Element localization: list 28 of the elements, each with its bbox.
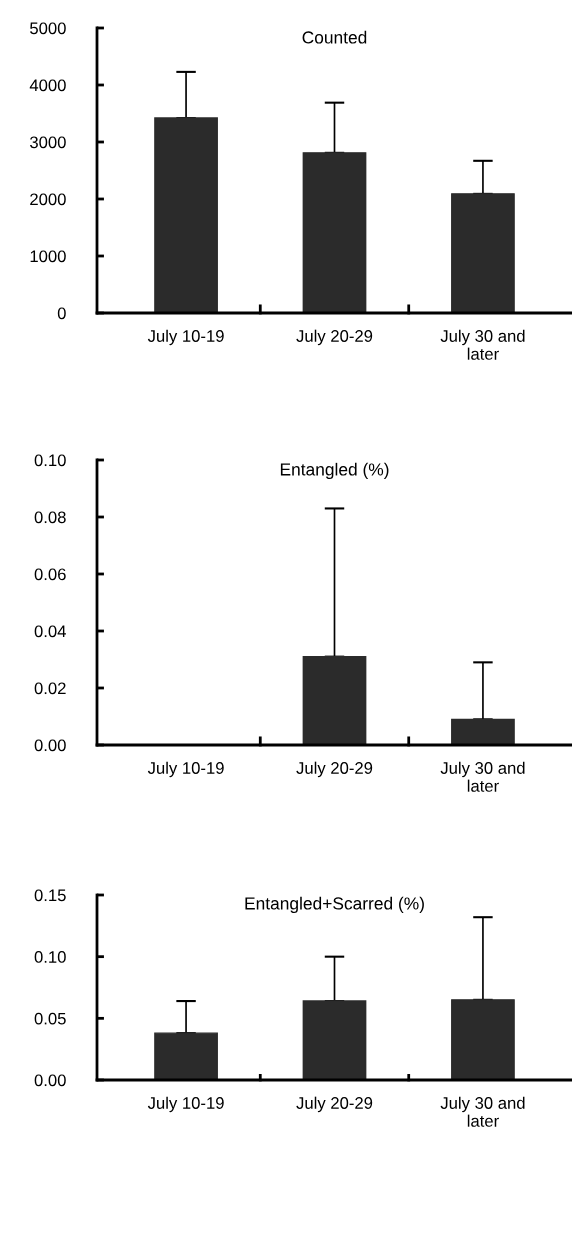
y-tick-label: 0.02 [34,682,66,695]
x-tick-label: July 20-29 [296,761,373,778]
chart-title: Counted [302,30,367,44]
y-tick-label: 1000 [30,250,66,263]
y-tick-label: 4000 [29,79,66,92]
x-tick-label: July 30 and later [440,1096,525,1127]
x-tick-label: July 10-19 [147,329,224,346]
y-tick-label: 0.15 [34,889,66,902]
y-tick-label: 0.05 [34,1012,66,1025]
chart-title: Entangled (%) [280,462,389,480]
x-tick-label: July 30 and later [440,761,525,792]
y-tick-label: 0.04 [34,625,66,638]
x-tick-label: July 30 and later [440,329,525,360]
y-tick-label: 3000 [30,136,66,149]
y-tick-label: 0 [57,307,66,320]
x-tick-label: July 10-19 [147,1096,224,1113]
y-tick-label: 2000 [30,193,66,206]
y-tick-label: 0.08 [34,511,66,524]
y-tick-label: 0.00 [34,1074,66,1087]
chart-title: Entangled+Scarred (%) [245,896,424,914]
y-tick-label: 0.06 [34,568,66,581]
x-tick-label: July 20-29 [296,329,373,346]
x-tick-label: July 20-29 [296,1096,373,1113]
y-tick-label: 0.10 [34,951,66,963]
y-tick-label: 5000 [30,22,66,35]
y-tick-label: 0.10 [34,454,66,467]
y-tick-label: 0.00 [34,739,66,752]
x-tick-label: July 10-19 [147,761,224,778]
